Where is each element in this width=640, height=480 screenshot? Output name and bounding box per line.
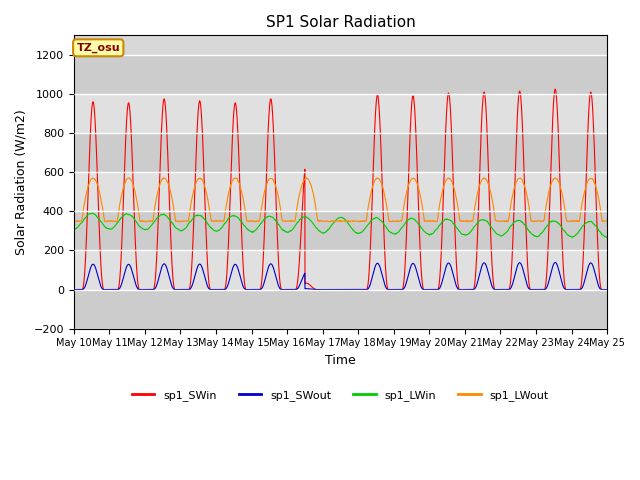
sp1_SWout bbox=[604, 287, 611, 292]
sp1_LWin bbox=[483, 218, 490, 224]
sp1_SWout bbox=[440, 274, 447, 280]
Line: sp1_SWin: sp1_SWin bbox=[74, 89, 607, 289]
sp1_SWin bbox=[134, 282, 142, 288]
Text: TZ_osu: TZ_osu bbox=[76, 43, 120, 53]
sp1_SWin bbox=[127, 113, 134, 119]
Line: sp1_SWout: sp1_SWout bbox=[74, 263, 607, 289]
Line: sp1_LWin: sp1_LWin bbox=[74, 213, 607, 238]
sp1_LWin bbox=[249, 229, 257, 235]
Bar bbox=[74, 172, 607, 211]
sp1_LWout bbox=[134, 205, 142, 211]
sp1_SWout bbox=[70, 287, 77, 292]
sp1_LWin bbox=[70, 226, 77, 232]
sp1_SWin bbox=[440, 193, 447, 199]
Legend: sp1_SWin, sp1_SWout, sp1_LWin, sp1_LWout: sp1_SWin, sp1_SWout, sp1_LWin, sp1_LWout bbox=[127, 385, 553, 405]
sp1_LWout bbox=[70, 218, 77, 224]
Bar bbox=[74, 289, 607, 329]
sp1_SWout bbox=[134, 286, 142, 292]
sp1_SWin bbox=[482, 106, 490, 111]
sp1_SWin bbox=[552, 86, 559, 92]
Title: SP1 Solar Radiation: SP1 Solar Radiation bbox=[266, 15, 415, 30]
sp1_LWout bbox=[440, 184, 447, 190]
X-axis label: Time: Time bbox=[325, 354, 356, 367]
sp1_LWin bbox=[440, 218, 447, 224]
sp1_LWout bbox=[328, 218, 335, 224]
sp1_LWin bbox=[127, 212, 134, 218]
Bar bbox=[74, 55, 607, 94]
Y-axis label: Solar Radiation (W/m2): Solar Radiation (W/m2) bbox=[15, 109, 28, 255]
sp1_SWout bbox=[482, 262, 490, 268]
sp1_SWout bbox=[249, 287, 257, 292]
sp1_LWout bbox=[127, 176, 134, 182]
sp1_LWout bbox=[483, 177, 490, 182]
Line: sp1_LWout: sp1_LWout bbox=[74, 178, 607, 222]
sp1_SWin bbox=[604, 287, 611, 292]
sp1_LWin bbox=[327, 223, 335, 228]
sp1_LWin bbox=[603, 235, 611, 240]
sp1_SWout bbox=[327, 287, 335, 292]
sp1_SWout bbox=[552, 260, 559, 265]
sp1_LWin bbox=[604, 235, 611, 240]
sp1_SWin bbox=[70, 287, 77, 292]
sp1_LWout bbox=[249, 218, 257, 224]
sp1_LWout bbox=[604, 218, 611, 224]
sp1_LWin bbox=[134, 222, 142, 228]
sp1_SWin bbox=[249, 287, 257, 292]
sp1_LWout bbox=[142, 219, 150, 225]
sp1_SWin bbox=[327, 287, 335, 292]
Bar bbox=[74, 94, 607, 133]
Bar bbox=[74, 133, 607, 172]
sp1_SWout bbox=[127, 264, 134, 269]
Bar bbox=[74, 251, 607, 289]
Bar bbox=[74, 211, 607, 251]
sp1_LWout bbox=[303, 175, 310, 180]
sp1_LWin bbox=[88, 210, 96, 216]
